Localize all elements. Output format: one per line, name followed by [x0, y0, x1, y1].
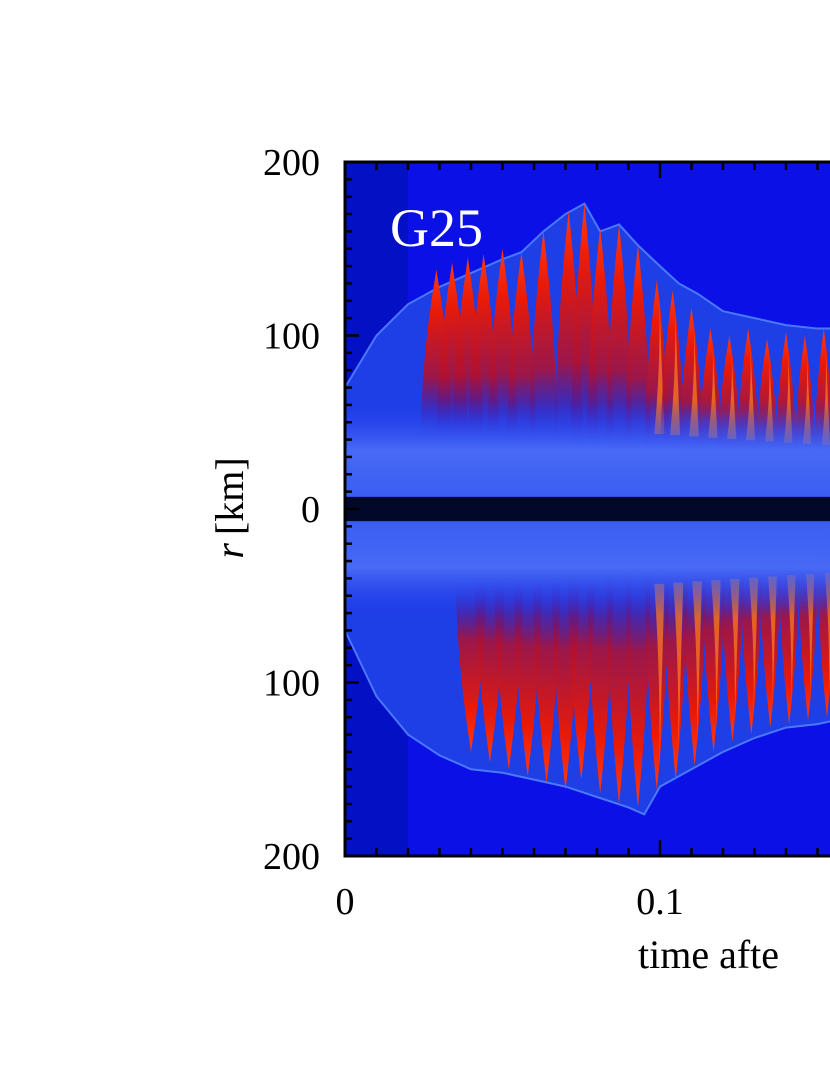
y-tick-label: 100 — [263, 663, 320, 705]
lower-plume-highlight — [654, 583, 665, 770]
lower-plume — [605, 568, 633, 804]
x-tick-label: 0.1 — [636, 881, 684, 923]
upper-plume-highlight — [654, 300, 665, 435]
x-axis-label: time afte — [638, 932, 779, 977]
lower-plume-highlight — [692, 581, 702, 745]
panel-label: G25 — [390, 198, 483, 258]
x-tick-labels: 0 0.1 — [336, 881, 684, 923]
axis-ticks — [343, 160, 819, 858]
y-tick-labels: 200 100 0 100 200 — [263, 142, 320, 878]
upper-plume — [605, 224, 633, 450]
lower-plume — [586, 570, 614, 794]
y-axis-label-unit: [km] — [207, 457, 252, 535]
upper-plume — [506, 252, 537, 443]
y-tick-label: 200 — [263, 836, 320, 878]
lower-plume-highlight — [673, 582, 684, 759]
y-axis-label-var: r — [207, 543, 252, 559]
y-tick-label: 100 — [263, 316, 320, 358]
y-axis-label: r [km] — [207, 457, 252, 558]
inner-region-upper — [345, 401, 830, 499]
x-tick-label: 0 — [336, 881, 355, 923]
upper-plume — [624, 245, 651, 451]
lower-plume — [624, 567, 651, 808]
plot-area — [345, 162, 830, 856]
center-band — [345, 496, 830, 522]
lower-plume-highlight — [711, 580, 721, 732]
y-tick-label: 200 — [263, 142, 320, 184]
upper-plume — [529, 231, 558, 445]
upper-plume — [586, 227, 614, 448]
y-tick-label: 0 — [301, 489, 320, 531]
inner-region-lower — [345, 519, 830, 617]
